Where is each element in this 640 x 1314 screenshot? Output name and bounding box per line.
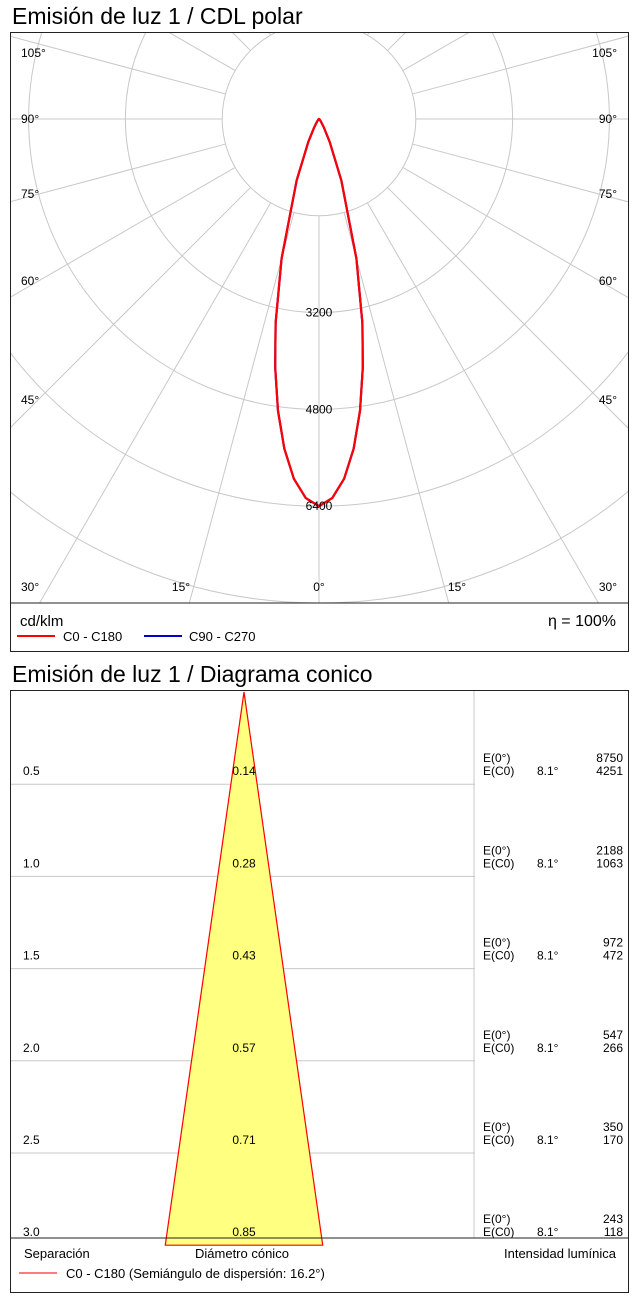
polar-grid-spoke — [188, 212, 295, 603]
e0-label: E(0°) — [483, 1212, 510, 1226]
polar-angle-label-left: 105° — [21, 46, 46, 60]
polar-angle-label-left: 45° — [21, 393, 39, 407]
legend-label-c90-c270: C90 - C270 — [189, 629, 256, 644]
ec0-label: E(C0) — [483, 1133, 514, 1147]
polar-radial-tick-label: 4800 — [306, 402, 333, 416]
separation-label: 3.0 — [23, 1225, 40, 1239]
ec0-label: E(C0) — [483, 949, 514, 963]
separation-label: 2.0 — [23, 1041, 40, 1055]
intensity-header: Intensidad lumínica — [503, 1246, 616, 1261]
ec0-value: 170 — [603, 1133, 623, 1147]
polar-grid-spoke — [402, 166, 628, 298]
e0-value: 547 — [603, 1028, 623, 1042]
polar-grid-spoke — [11, 35, 226, 95]
ec0-value: 118 — [604, 1225, 623, 1239]
polar-chart-title: Emisión de luz 1 / CDL polar — [12, 3, 303, 29]
polar-angle-label-right: 30° — [599, 580, 617, 594]
polar-angle-label-left: 90° — [21, 112, 39, 126]
cone-labels: 0.5 0.14 E(0°) 8750 E(C0) 8.1° 4251 1.0 0.28 E(0°… — [23, 751, 623, 1239]
polar-angle-label-bottom: 0° — [313, 580, 325, 594]
polar-grid-spoke — [232, 33, 251, 51]
ec0-value: 4251 — [596, 764, 623, 778]
e0-value: 350 — [603, 1120, 623, 1134]
ec0-angle: 8.1° — [537, 856, 559, 870]
cone-chart-title: Emisión de luz 1 / Diagrama conico — [12, 661, 373, 687]
separation-label: 1.5 — [23, 949, 40, 963]
polar-grid-spoke — [366, 33, 370, 36]
legend-label-c0-c180: C0 - C180 — [63, 629, 123, 644]
polar-grid-spoke — [11, 143, 226, 203]
polar-angle-label-right: 75° — [599, 187, 617, 201]
separation-label: 0.5 — [23, 764, 40, 778]
e0-label: E(0°) — [483, 1028, 510, 1042]
ec0-angle: 8.1° — [537, 764, 559, 778]
ec0-value: 1063 — [596, 856, 623, 870]
polar-chart-panel: 105° 90° 75° 60° 45° 30° 105° 90° 75° 60° 45° 30° 15… — [10, 32, 629, 652]
e0-label: E(0°) — [483, 843, 510, 857]
cone-area — [164, 691, 324, 1246]
polar-grid-spoke — [11, 166, 236, 298]
polar-angle-label-left: 75° — [21, 187, 39, 201]
e0-value: 243 — [603, 1212, 623, 1226]
polar-series-curve — [274, 117, 364, 508]
polar-angle-label-right: 45° — [599, 393, 617, 407]
polar-grid-spoke — [412, 143, 628, 203]
polar-curves — [274, 117, 364, 508]
cone-legend-label: C0 - C180 (Semiángulo de dispersión: 16.… — [66, 1266, 325, 1281]
diameter-label: 0.43 — [232, 949, 256, 963]
ec0-label: E(C0) — [483, 764, 514, 778]
separation-label: 1.0 — [23, 856, 40, 870]
polar-angle-label-bottom: 15° — [448, 580, 466, 594]
polar-angle-label-right: 90° — [599, 112, 617, 126]
efficiency-label: η = 100% — [547, 613, 616, 630]
ec0-label: E(C0) — [483, 1041, 514, 1055]
diameter-label: 0.71 — [232, 1133, 256, 1147]
unit-label: cd/klm — [20, 613, 64, 630]
ec0-label: E(C0) — [483, 1225, 514, 1239]
diameter-label: 0.28 — [232, 856, 256, 870]
ec0-angle: 8.1° — [537, 949, 559, 963]
e0-value: 2188 — [596, 843, 623, 857]
separation-label: 2.5 — [23, 1133, 40, 1147]
ec0-label: E(C0) — [483, 856, 514, 870]
polar-angle-label-bottom: 15° — [172, 580, 190, 594]
polar-grid-spoke — [387, 187, 628, 429]
polar-grid-spoke — [268, 33, 272, 36]
ec0-angle: 8.1° — [537, 1041, 559, 1055]
diameter-label: 0.85 — [232, 1225, 256, 1239]
diameter-label: 0.57 — [232, 1041, 256, 1055]
polar-grid-spoke — [11, 187, 251, 428]
polar-chart-svg: 105° 90° 75° 60° 45° 30° 105° 90° 75° 60° 45° 30° 15… — [11, 33, 628, 637]
ec0-value: 472 — [603, 949, 623, 963]
polar-angle-label-right: 105° — [592, 46, 617, 60]
polar-angle-label-left: 60° — [21, 274, 39, 288]
ec0-value: 266 — [603, 1041, 623, 1055]
polar-radial-tick-label: 6400 — [306, 499, 333, 513]
ec0-angle: 8.1° — [537, 1225, 559, 1239]
diameter-header: Diámetro cónico — [195, 1246, 289, 1261]
e0-value: 8750 — [596, 751, 623, 765]
polar-radial-tick-label: 3200 — [306, 306, 333, 320]
polar-labels: 105° 90° 75° 60° 45° 30° 105° 90° 75° 60° 45° 30° 15… — [21, 46, 617, 594]
polar-angle-label-right: 60° — [599, 274, 617, 288]
polar-grid-spoke — [38, 202, 272, 603]
polar-angle-label-left: 30° — [21, 580, 39, 594]
polar-grid-spoke — [412, 35, 628, 95]
polar-grid — [11, 33, 628, 603]
polar-grid-spoke — [343, 212, 450, 603]
separation-header: Separación — [24, 1246, 90, 1261]
polar-grid-circle — [221, 33, 417, 217]
e0-label: E(0°) — [483, 936, 510, 950]
cone-chart-panel: 0.5 0.14 E(0°) 8750 E(C0) 8.1° 4251 1.0 0.28 E(0°… — [10, 690, 629, 1293]
e0-label: E(0°) — [483, 751, 510, 765]
ec0-angle: 8.1° — [537, 1133, 559, 1147]
polar-grid-spoke — [366, 202, 600, 603]
cone-shape — [164, 691, 324, 1246]
cone-chart-svg: 0.5 0.14 E(0°) 8750 E(C0) 8.1° 4251 1.0 0.28 E(0°… — [11, 691, 628, 1274]
e0-label: E(0°) — [483, 1120, 510, 1134]
diameter-label: 0.14 — [232, 764, 256, 778]
e0-value: 972 — [603, 936, 623, 950]
